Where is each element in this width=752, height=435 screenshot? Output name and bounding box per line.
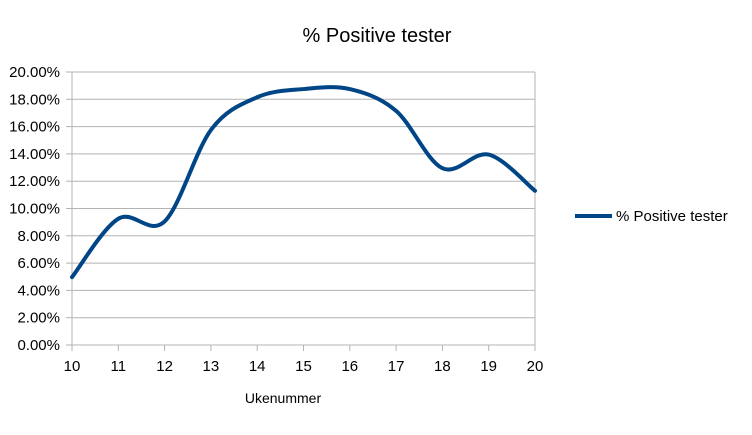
y-tick-label: 14.00%	[9, 146, 60, 163]
y-tick-label: 12.00%	[9, 173, 60, 190]
x-tick-label: 13	[203, 358, 220, 375]
y-tick-label: 2.00%	[17, 310, 60, 327]
y-tick-label: 20.00%	[9, 64, 60, 81]
y-tick-label: 6.00%	[17, 255, 60, 272]
y-tick-label: 0.00%	[17, 337, 60, 354]
chart-title: % Positive tester	[303, 25, 452, 47]
y-tick-label: 10.00%	[9, 201, 60, 218]
x-tick-label: 10	[64, 358, 81, 375]
y-tick-label: 16.00%	[9, 119, 60, 136]
legend-label: % Positive tester	[616, 208, 728, 225]
x-tick-label: 19	[480, 358, 497, 375]
x-tick-label: 15	[295, 358, 312, 375]
x-tick-label: 17	[388, 358, 405, 375]
x-tick-label: 14	[249, 358, 266, 375]
y-tick-label: 8.00%	[17, 228, 60, 245]
x-axis-label: Ukenummer	[245, 390, 322, 406]
x-tick-label: 11	[111, 358, 127, 375]
grid-layer	[72, 71, 535, 346]
series-layer	[70, 85, 537, 280]
x-tick-label: 16	[341, 358, 358, 375]
x-tick-label: 18	[434, 358, 451, 375]
y-tick-label: 18.00%	[9, 91, 60, 108]
x-tick-label: 12	[156, 358, 173, 375]
x-tick-label: 20	[527, 358, 544, 375]
legend: % Positive tester	[575, 208, 728, 225]
y-tick-label: 4.00%	[17, 282, 60, 299]
axis-layer: 0.00% 2.00% 4.00% 6.00% 8.00% 10.00% 12.00% 14.…	[9, 64, 543, 375]
series-line	[70, 85, 537, 280]
